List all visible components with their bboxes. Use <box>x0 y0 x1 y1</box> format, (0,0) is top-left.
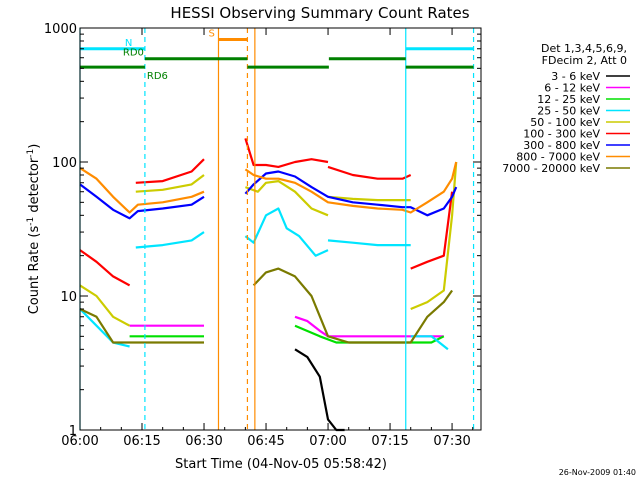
chart-title: HESSI Observing Summary Count Rates <box>170 4 469 22</box>
x-tick-label-5: 07:15 <box>371 434 408 449</box>
x-tick-label-4: 07:00 <box>309 434 346 449</box>
x-tick-label-3: 06:45 <box>247 434 284 449</box>
series-line-5-segment-1 <box>135 158 205 184</box>
series-line-5-segment-0 <box>79 249 131 287</box>
x-tick-label-2: 06:30 <box>185 434 222 449</box>
legend-label-8: 7000 - 20000 keV <box>502 162 600 175</box>
series-line-3-segment-4 <box>410 335 449 351</box>
y-tick-label-2: 100 <box>52 156 77 171</box>
legend-header-1: FDecim 2, Att 0 <box>542 54 627 67</box>
plot-frame <box>79 27 482 431</box>
mode-bars: N S RD0 RD6 <box>80 29 474 82</box>
legend-label-2: 12 - 25 keV <box>537 93 600 106</box>
legend-label-4: 50 - 100 keV <box>530 116 600 129</box>
footer-timestamp: 26-Nov-2009 01:40 <box>559 468 636 477</box>
series-line-3-segment-2 <box>244 207 329 257</box>
series-line-7-segment-0 <box>79 167 205 214</box>
y-axis-label: Count Rate (s-1 detector-1) <box>26 144 42 315</box>
legend: Det 1,3,4,5,6,9,FDecim 2, Att 0 3 - 6 keV… <box>502 42 630 175</box>
series-line-8-segment-0 <box>79 308 204 344</box>
legend-label-3: 25 - 50 keV <box>537 105 600 118</box>
y-axis-ticks: 1 10 100 1000 <box>44 22 481 439</box>
x-axis-ticks: 06:00 06:15 06:30 06:45 07:00 07:15 07:30 <box>61 28 474 449</box>
series-line-5-segment-4 <box>410 191 454 270</box>
y-tick-label-0: 1 <box>69 424 77 439</box>
legend-label-1: 6 - 12 keV <box>544 82 600 95</box>
series-line-6-segment-1 <box>244 170 458 217</box>
series-line-4-segment-0 <box>79 284 131 327</box>
mode-bar-label-1: S <box>208 29 214 40</box>
x-tick-label-6: 07:30 <box>433 434 470 449</box>
series-line-4-segment-1 <box>135 174 205 193</box>
series-line-3-segment-0 <box>79 308 130 348</box>
series-line-4-segment-4 <box>410 161 458 311</box>
mode-bar-label-2: RD0 <box>123 48 144 59</box>
series-line-6-segment-0 <box>79 183 205 220</box>
series-line-3-segment-1 <box>135 231 205 249</box>
legend-label-5: 100 - 300 keV <box>523 128 600 141</box>
mode-bar-label-0: N <box>125 38 132 49</box>
legend-label-6: 300 - 800 keV <box>523 139 600 152</box>
y-tick-label-1: 10 <box>60 290 77 305</box>
series-line-4-segment-2 <box>245 180 329 217</box>
legend-header-0: Det 1,3,4,5,6,9, <box>541 42 627 55</box>
series-line-7-segment-1 <box>244 161 458 214</box>
x-tick-label-0: 06:00 <box>61 434 98 449</box>
legend-label-0: 3 - 6 keV <box>551 70 600 83</box>
x-tick-label-1: 06:15 <box>123 434 160 449</box>
series-line-8-segment-1 <box>252 267 453 344</box>
y-tick-label-3: 1000 <box>44 22 77 37</box>
x-axis-label: Start Time (04-Nov-05 05:58:42) <box>175 457 387 472</box>
series-line-5-segment-2 <box>244 138 329 168</box>
mode-bar-label-3: RD6 <box>147 71 168 82</box>
legend-label-7: 800 - 7000 keV <box>516 151 600 164</box>
